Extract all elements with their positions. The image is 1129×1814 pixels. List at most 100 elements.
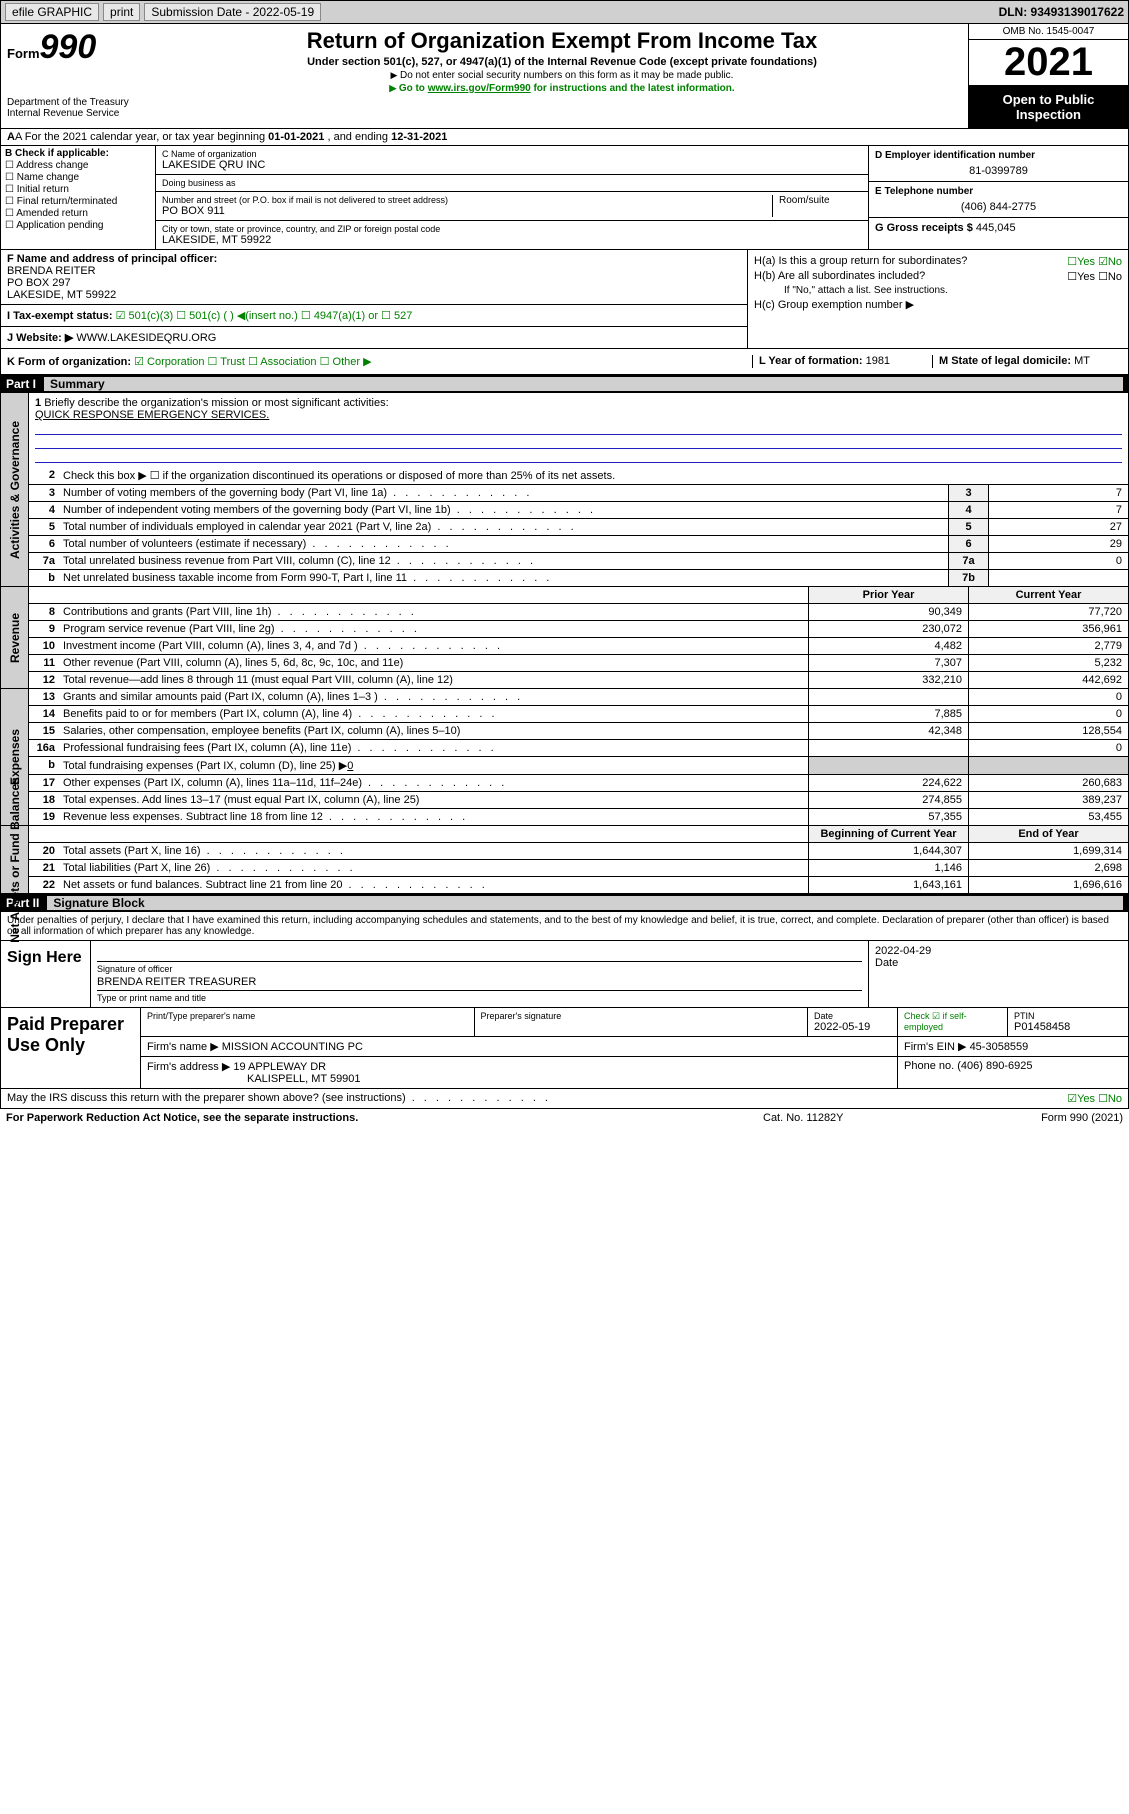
hb-label: H(b) Are all subordinates included? bbox=[754, 270, 1067, 283]
preparer-row: Paid Preparer Use Only Print/Type prepar… bbox=[1, 1007, 1128, 1088]
year-formation: 1981 bbox=[866, 355, 890, 367]
hc-label: H(c) Group exemption number ▶ bbox=[754, 298, 1122, 311]
expenses-section: Expenses 13Grants and similar amounts pa… bbox=[0, 689, 1129, 826]
open-inspection: Open to Public Inspection bbox=[969, 86, 1128, 128]
sign-here-label: Sign Here bbox=[1, 941, 91, 1007]
line-1: 1 Briefly describe the organization's mi… bbox=[29, 393, 1128, 467]
line-14: 14Benefits paid to or for members (Part … bbox=[29, 706, 1128, 723]
line-17: 17Other expenses (Part IX, column (A), l… bbox=[29, 775, 1128, 792]
part2-body: Under penalties of perjury, I declare th… bbox=[0, 912, 1129, 1089]
chk-name-change[interactable]: Name change bbox=[5, 172, 151, 183]
line-7a: 7aTotal unrelated business revenue from … bbox=[29, 553, 1128, 570]
form-version: Form 990 (2021) bbox=[963, 1112, 1123, 1124]
firm-name: MISSION ACCOUNTING PC bbox=[222, 1041, 363, 1053]
line-11: 11Other revenue (Part VIII, column (A), … bbox=[29, 655, 1128, 672]
line-2: 2Check this box ▶ ☐ if the organization … bbox=[29, 467, 1128, 485]
firm-phone: (406) 890-6925 bbox=[957, 1060, 1032, 1072]
sig-date-value: 2022-04-29 bbox=[875, 945, 1122, 957]
officer-name-title: BRENDA REITER TREASURER bbox=[97, 974, 862, 991]
line-22: 22Net assets or fund balances. Subtract … bbox=[29, 877, 1128, 893]
chk-address-change[interactable]: Address change bbox=[5, 160, 151, 171]
line-19: 19Revenue less expenses. Subtract line 1… bbox=[29, 809, 1128, 825]
form-word: Form bbox=[7, 46, 40, 61]
org-name-label: C Name of organization bbox=[162, 149, 862, 159]
irs-link[interactable]: www.irs.gov/Form990 bbox=[428, 83, 531, 94]
section-f-to-j: F Name and address of principal officer:… bbox=[0, 250, 1129, 349]
side-revenue: Revenue bbox=[1, 587, 29, 688]
line-21: 21Total liabilities (Part X, line 26) 1,… bbox=[29, 860, 1128, 877]
gross-label: G Gross receipts $ bbox=[875, 222, 973, 234]
form-header: Form990 Department of the Treasury Inter… bbox=[0, 24, 1129, 129]
line-16a: 16aProfessional fundraising fees (Part I… bbox=[29, 740, 1128, 757]
form-org-opts: ☑ Corporation ☐ Trust ☐ Association ☐ Ot… bbox=[134, 356, 371, 368]
ein-label: D Employer identification number bbox=[875, 150, 1122, 161]
tax-exempt-opts: ☑ 501(c)(3) ☐ 501(c) ( ) ◀(insert no.) ☐… bbox=[116, 310, 413, 322]
state-domicile: MT bbox=[1074, 355, 1090, 367]
hb-answer: ☐Yes ☐No bbox=[1067, 270, 1122, 283]
officer-name: BRENDA REITER bbox=[7, 265, 96, 277]
col-d: D Employer identification number 81-0399… bbox=[868, 146, 1128, 249]
cat-no: Cat. No. 11282Y bbox=[763, 1112, 963, 1124]
head-prior-curr: Prior Year Current Year bbox=[29, 587, 1128, 604]
footer: For Paperwork Reduction Act Notice, see … bbox=[0, 1109, 1129, 1127]
side-governance: Activities & Governance bbox=[1, 393, 29, 586]
city-label: City or town, state or province, country… bbox=[162, 224, 862, 234]
year-box: OMB No. 1545-0047 2021 Open to Public In… bbox=[968, 24, 1128, 129]
line-7b: bNet unrelated business taxable income f… bbox=[29, 570, 1128, 586]
gross-value: 445,045 bbox=[976, 222, 1016, 234]
hb-note: If "No," attach a list. See instructions… bbox=[754, 285, 1122, 296]
chk-application-pending[interactable]: Application pending bbox=[5, 220, 151, 231]
form-number: 990 bbox=[40, 28, 97, 66]
mission-text: QUICK RESPONSE EMERGENCY SERVICES. bbox=[35, 409, 269, 421]
note-ssn: Do not enter social security numbers on … bbox=[164, 70, 960, 81]
col-h: H(a) Is this a group return for subordin… bbox=[748, 250, 1128, 349]
dln-label: DLN: 93493139017622 bbox=[999, 5, 1124, 19]
submission-date: Submission Date - 2022-05-19 bbox=[144, 3, 321, 21]
title-box: Return of Organization Exempt From Incom… bbox=[156, 24, 968, 129]
phone-value: (406) 844-2775 bbox=[875, 201, 1122, 213]
website-value: WWW.LAKESIDEQRU.ORG bbox=[76, 332, 216, 344]
line-16b: b Total fundraising expenses (Part IX, c… bbox=[29, 757, 1128, 775]
street-label: Number and street (or P.O. box if mail i… bbox=[162, 195, 772, 205]
side-net-assets: Net Assets or Fund Balances bbox=[1, 826, 29, 893]
head-beg-end: Beginning of Current Year End of Year bbox=[29, 826, 1128, 843]
omb-number: OMB No. 1545-0047 bbox=[969, 24, 1128, 40]
line-6: 6Total number of volunteers (estimate if… bbox=[29, 536, 1128, 553]
line-8: 8Contributions and grants (Part VIII, li… bbox=[29, 604, 1128, 621]
section-b-to-g: B Check if applicable: Address change Na… bbox=[0, 146, 1129, 250]
phone-label: E Telephone number bbox=[875, 186, 1122, 197]
paperwork-notice: For Paperwork Reduction Act Notice, see … bbox=[6, 1112, 763, 1124]
line-18: 18Total expenses. Add lines 13–17 (must … bbox=[29, 792, 1128, 809]
part2-header: Part II Signature Block bbox=[0, 894, 1129, 912]
discuss-row: May the IRS discuss this return with the… bbox=[0, 1089, 1129, 1109]
chk-amended-return[interactable]: Amended return bbox=[5, 208, 151, 219]
line-20: 20Total assets (Part X, line 16) 1,644,3… bbox=[29, 843, 1128, 860]
line-9: 9Program service revenue (Part VIII, lin… bbox=[29, 621, 1128, 638]
suite-label: Room/suite bbox=[772, 195, 862, 217]
line-10: 10Investment income (Part VIII, column (… bbox=[29, 638, 1128, 655]
chk-final-return[interactable]: Final return/terminated bbox=[5, 196, 151, 207]
sig-officer-label: Signature of officer bbox=[97, 964, 862, 974]
row-i: I Tax-exempt status: ☑ 501(c)(3) ☐ 501(c… bbox=[1, 305, 747, 327]
part1-body: Activities & Governance 1 Briefly descri… bbox=[0, 393, 1129, 587]
discuss-question: May the IRS discuss this return with the… bbox=[7, 1092, 1067, 1105]
line-15: 15Salaries, other compensation, employee… bbox=[29, 723, 1128, 740]
officer-addr1: PO BOX 297 bbox=[7, 277, 71, 289]
print-button[interactable]: print bbox=[103, 3, 140, 21]
chk-initial-return[interactable]: Initial return bbox=[5, 184, 151, 195]
org-name: LAKESIDE QRU INC bbox=[162, 159, 862, 171]
note-goto: Go to www.irs.gov/Form990 for instructio… bbox=[164, 83, 960, 94]
topbar: efile GRAPHIC print Submission Date - 20… bbox=[0, 0, 1129, 24]
net-assets-section: Net Assets or Fund Balances Beginning of… bbox=[0, 826, 1129, 894]
officer-addr2: LAKESIDE, MT 59922 bbox=[7, 289, 116, 301]
ein-value: 81-0399789 bbox=[875, 165, 1122, 177]
firm-city: KALISPELL, MT 59901 bbox=[147, 1073, 361, 1085]
sig-name-label: Type or print name and title bbox=[97, 993, 862, 1003]
ha-label: H(a) Is this a group return for subordin… bbox=[754, 255, 1067, 268]
part1-header: Part I Summary bbox=[0, 375, 1129, 393]
penalties-text: Under penalties of perjury, I declare th… bbox=[1, 912, 1128, 940]
form-number-box: Form990 Department of the Treasury Inter… bbox=[1, 24, 156, 129]
efile-label: efile GRAPHIC bbox=[5, 3, 99, 21]
row-k: K Form of organization: ☑ Corporation ☐ … bbox=[0, 349, 1129, 375]
paid-preparer-label: Paid Preparer Use Only bbox=[1, 1008, 141, 1088]
